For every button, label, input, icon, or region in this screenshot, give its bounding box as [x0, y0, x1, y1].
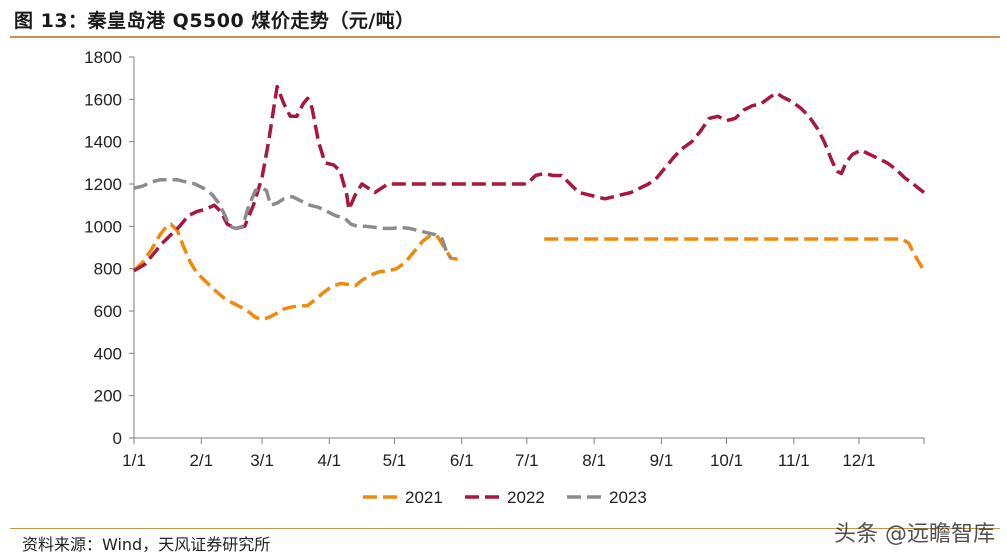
x-tick-label: 9/1 — [650, 451, 674, 470]
series-2023 — [133, 178, 453, 260]
legend-label-2023: 2023 — [609, 488, 647, 507]
series-layer — [132, 84, 926, 322]
y-tick-label: 1000 — [84, 217, 122, 236]
y-tick-label: 400 — [94, 344, 122, 363]
y-tick-label: 1400 — [84, 133, 122, 152]
x-tick-label: 5/1 — [383, 451, 407, 470]
legend: 2021 2022 2023 — [363, 488, 647, 507]
chart-title: 图 13：秦皇岛港 Q5500 煤价走势（元/吨） — [14, 10, 415, 32]
series-line-2022 — [133, 84, 926, 273]
legend-label-2022: 2022 — [507, 488, 545, 507]
x-axis: 1/1 2/1 3/1 4/1 5/1 6/1 7/1 8/1 9/1 10/1 11/1 12/1 — [122, 437, 925, 470]
series-line-2023 — [133, 178, 453, 260]
y-tick-label: 800 — [94, 260, 122, 279]
x-tick-label: 3/1 — [250, 451, 274, 470]
top-divider — [10, 36, 1000, 38]
y-tick-label: 0 — [113, 429, 122, 448]
y-tick-label: 1200 — [84, 175, 122, 194]
x-tick-label: 4/1 — [318, 451, 342, 470]
x-tick-label: 11/1 — [778, 451, 810, 470]
x-tick-label: 6/1 — [450, 451, 474, 470]
y-tick-label: 200 — [94, 387, 122, 406]
x-tick-label: 8/1 — [582, 451, 606, 470]
source-note: 资料来源：Wind，天风证券研究所 — [22, 535, 271, 554]
y-tick-label: 1600 — [84, 90, 122, 109]
series-line-2021 — [544, 237, 926, 272]
watermark: 头条 @远瞻智库 — [834, 522, 995, 547]
bottom-divider — [10, 528, 1000, 529]
y-axis: 0 200 400 600 800 1000 1200 1400 1600 1800 — [84, 48, 135, 448]
line-chart: 0 200 400 600 800 1000 1200 1400 1600 1800 1/1 2/1… — [84, 48, 926, 507]
x-tick-label: 10/1 — [710, 451, 743, 470]
x-tick-label: 12/1 — [842, 451, 875, 470]
legend-label-2021: 2021 — [405, 488, 443, 507]
y-tick-label: 1800 — [84, 48, 122, 67]
series-line-2021 — [132, 222, 458, 322]
x-tick-label: 1/1 — [122, 451, 146, 470]
series-2021 — [132, 222, 926, 322]
x-tick-label: 2/1 — [189, 451, 213, 470]
x-tick-label: 7/1 — [515, 451, 539, 470]
y-tick-label: 600 — [94, 302, 122, 321]
series-2022 — [133, 84, 926, 273]
